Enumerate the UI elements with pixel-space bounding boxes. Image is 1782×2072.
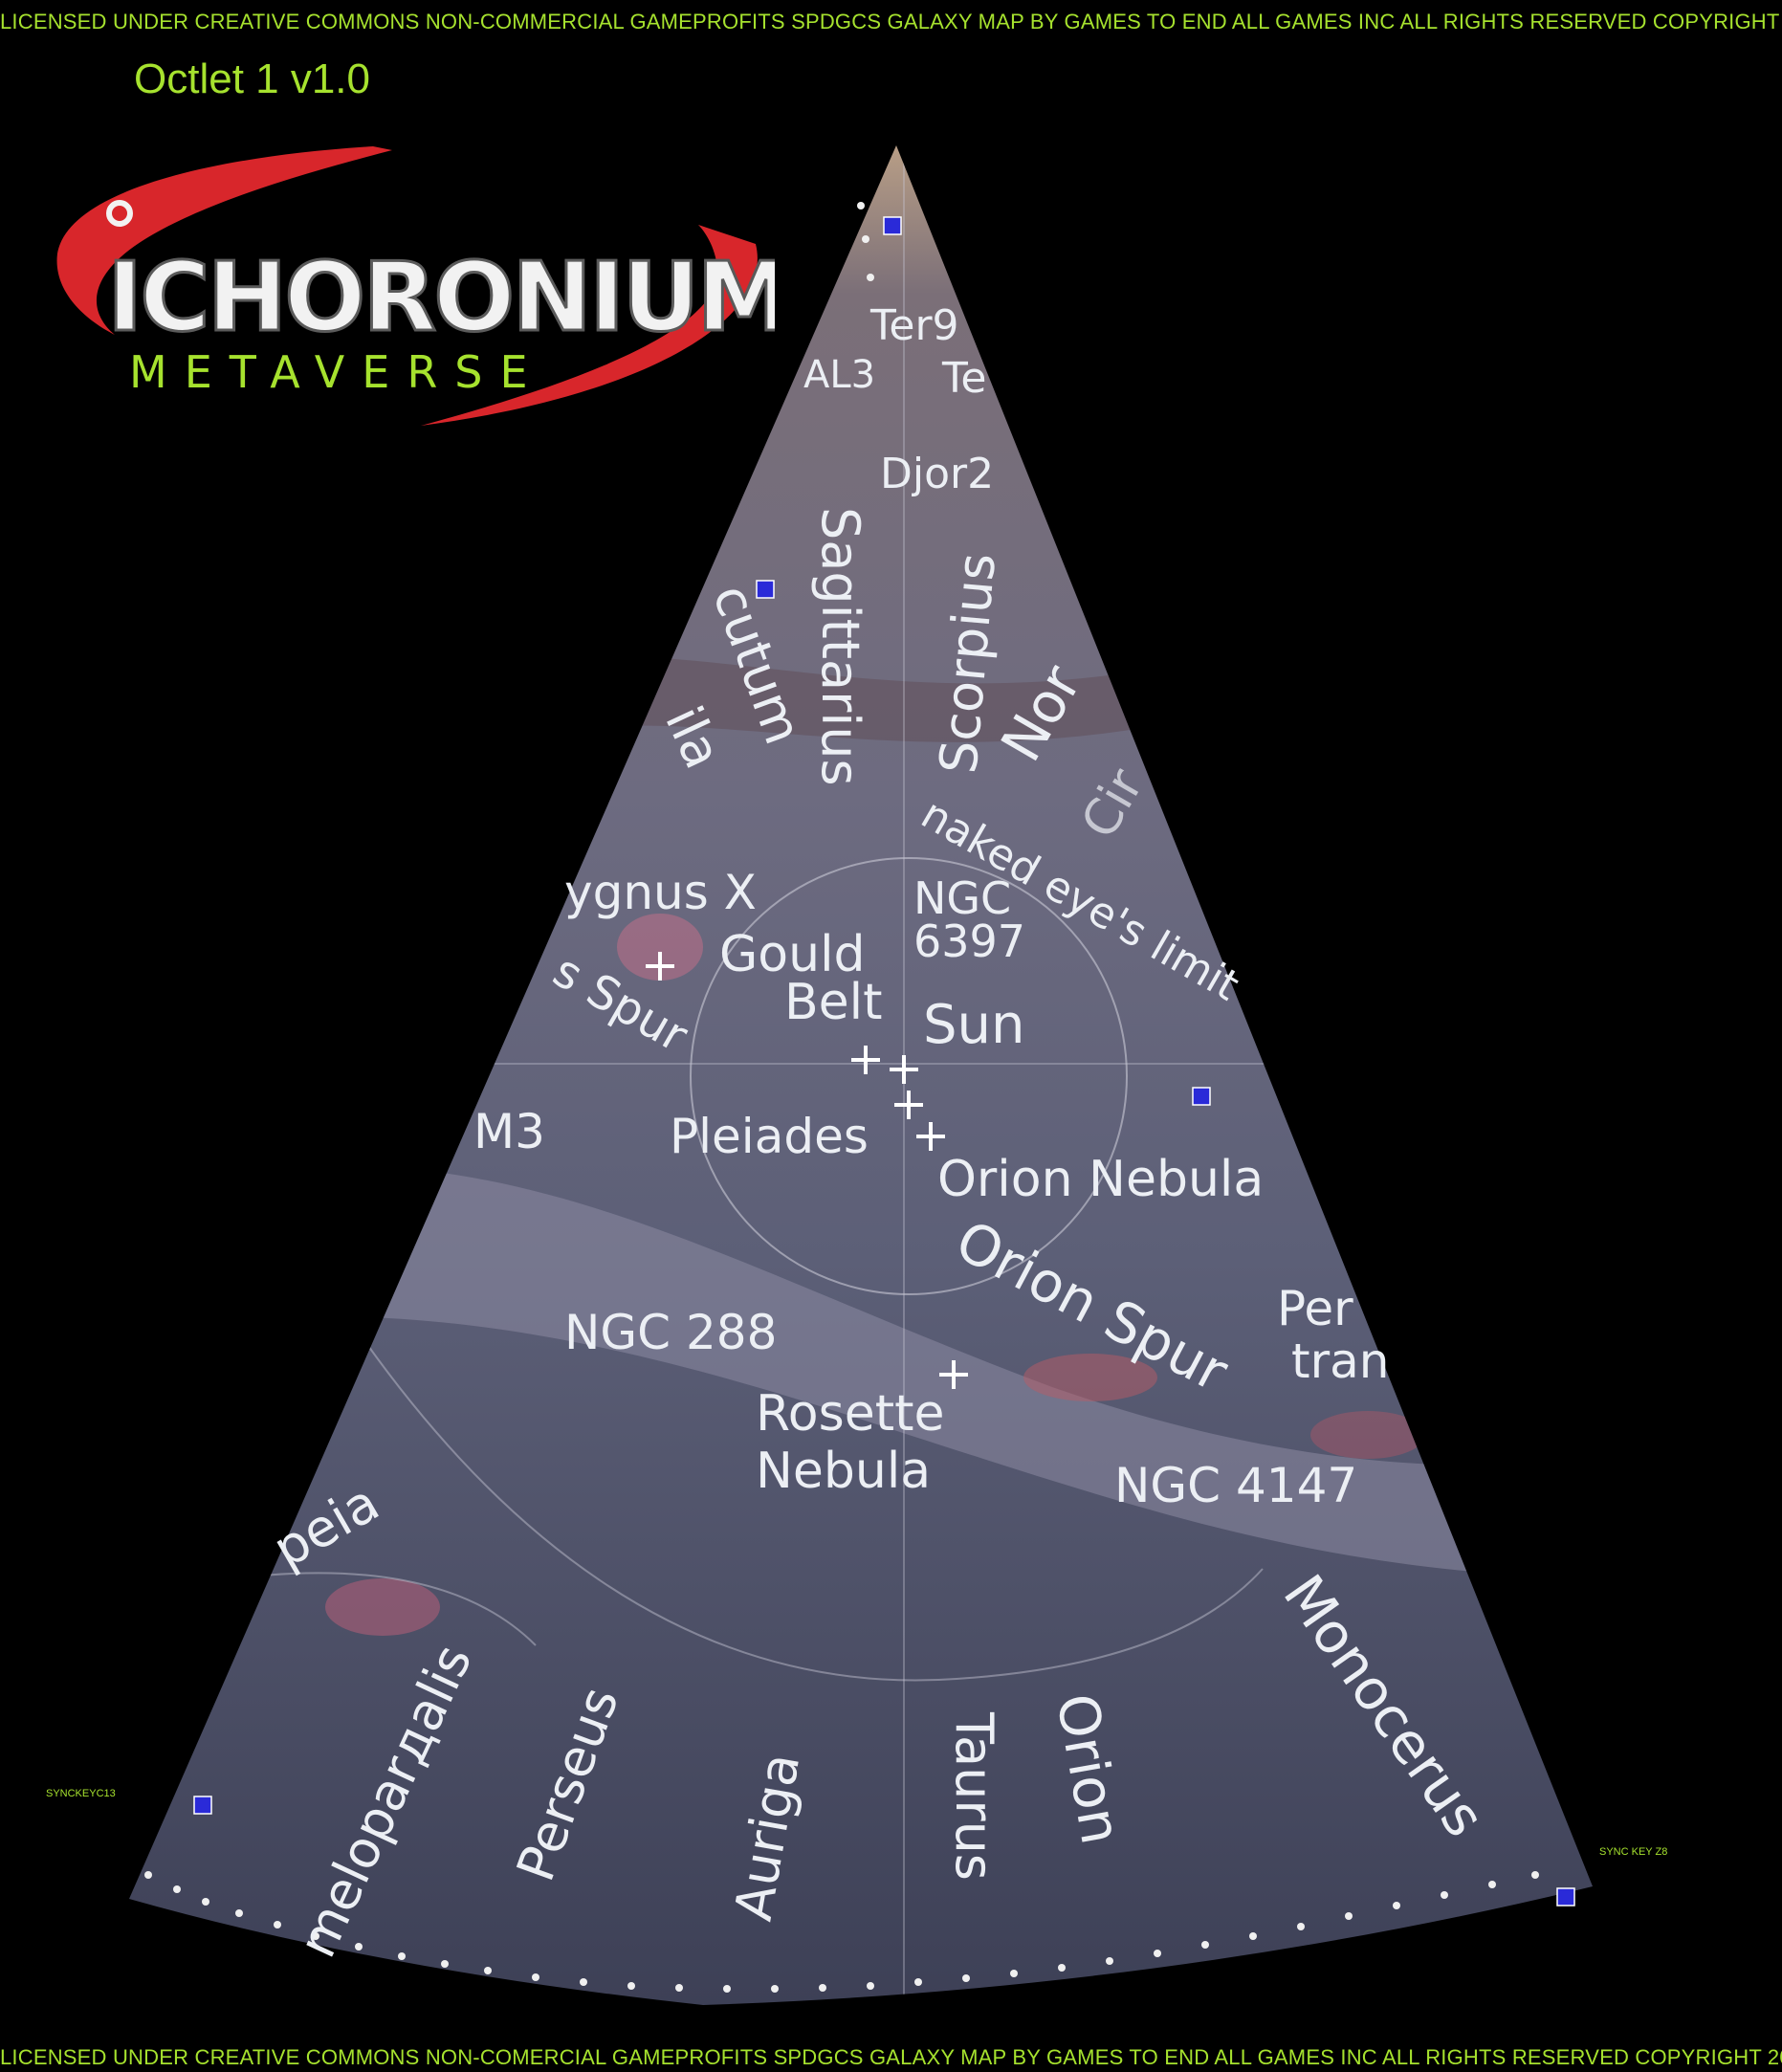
version-label: Octlet 1 v1.0	[134, 55, 371, 102]
cross-markers	[646, 952, 968, 1389]
nebula-red	[617, 914, 703, 981]
label-cygnus-x: ygnus X	[564, 865, 757, 920]
sync-marker-bottom-left	[193, 1796, 212, 1815]
sync-markers	[193, 216, 1575, 1907]
nebula-red	[1310, 1411, 1425, 1459]
logo-subtitle: METAVERSE	[129, 346, 545, 398]
label-gould: Gould	[719, 926, 866, 983]
license-banner-top: LICENSED UNDER CREATIVE COMMONS NON-COMM…	[0, 10, 1782, 33]
label-pleiades: Pleiades	[670, 1109, 869, 1164]
label-perseus-transit-1: Per	[1277, 1281, 1353, 1336]
label-djor2: Djor2	[880, 450, 994, 498]
cross-marker-cygnus	[646, 952, 674, 981]
logo-swoosh-top	[56, 146, 392, 335]
ichoronium-logo: ICHORONIUM METAVERSE	[56, 146, 775, 426]
label-taurus: Taurus	[944, 1711, 1004, 1881]
cross-marker-sun	[851, 1046, 880, 1074]
label-rosette-nebula: Nebula	[756, 1443, 931, 1500]
cross-marker-orion-nebula	[916, 1122, 945, 1151]
nebula-red	[325, 1578, 440, 1636]
logo-dot-icon	[106, 200, 133, 227]
label-perseus-transit-2: tran	[1291, 1334, 1390, 1389]
sync-marker-right	[1192, 1087, 1211, 1106]
label-ngc6397: NGC	[913, 872, 1011, 924]
sync-marker-top	[883, 216, 902, 235]
sync-key-right: SYNC KEY Z8	[1599, 1846, 1668, 1858]
constellation-boundary-arc	[363, 1338, 1264, 1682]
label-sagittarius: Sagittarius	[810, 507, 870, 786]
label-m3: M3	[473, 1104, 545, 1159]
zodiac-dotted-edge	[144, 202, 1539, 1993]
milky-way-band	[129, 1164, 1593, 1578]
octlet-wedge	[129, 145, 1593, 2005]
label-belt: Belt	[784, 974, 883, 1031]
label-te: Te	[941, 354, 986, 403]
label-ngc4147: NGC 4147	[1114, 1458, 1357, 1513]
sync-marker-upper-left	[756, 580, 775, 599]
label-ngc288: NGC 288	[564, 1305, 777, 1360]
label-sun: Sun	[923, 994, 1025, 1056]
label-al3: AL3	[803, 353, 875, 397]
label-ngc6397-number: 6397	[913, 915, 1025, 967]
cross-marker-pleiades	[894, 1091, 923, 1119]
cross-marker-sun-2	[890, 1055, 918, 1084]
label-rosette: Rosette	[756, 1385, 944, 1443]
license-banner-bottom: LICENSED UNDER CREATIVE COMMONS NON-COME…	[0, 2045, 1782, 2069]
sync-marker-bottom-right	[1556, 1887, 1575, 1907]
label-orion-nebula: Orion Nebula	[937, 1151, 1264, 1208]
sync-key-left: SYNCKEYC13	[46, 1788, 116, 1799]
naked-eye-limit-circle	[690, 857, 1128, 1295]
nebula-red	[1023, 1354, 1157, 1401]
logo-wordmark: ICHORONIUM	[107, 241, 775, 353]
cross-marker-rosette	[939, 1360, 968, 1389]
logo-swoosh-bottom	[421, 225, 758, 426]
label-ter9: Ter9	[869, 301, 959, 350]
